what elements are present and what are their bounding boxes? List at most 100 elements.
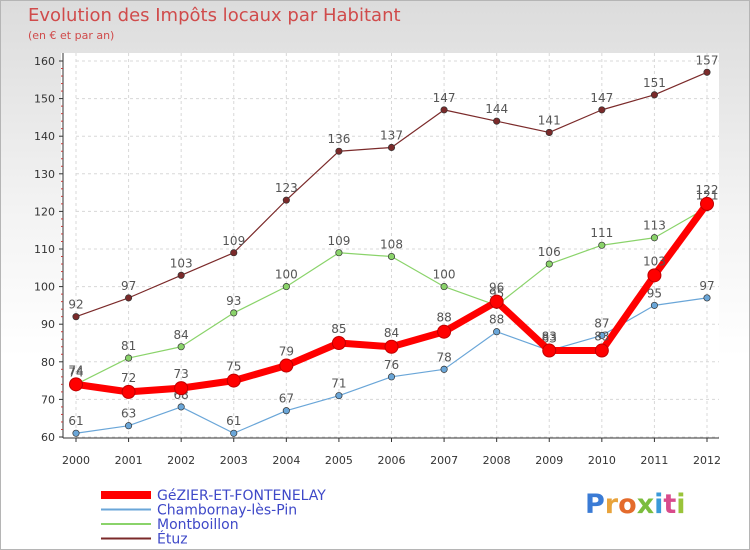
data-point (121, 384, 136, 399)
y-tick-label: 110 (34, 243, 55, 256)
legend-label: GéZIER-ET-FONTENELAY (157, 488, 326, 504)
chart-subtitle: (en € et par an) (28, 29, 115, 42)
data-point (598, 106, 606, 114)
data-point (282, 283, 290, 291)
y-tick-label: 80 (41, 356, 55, 369)
x-tick-label: 2008 (483, 454, 511, 467)
data-label: 61 (68, 414, 83, 428)
data-label: 109 (327, 234, 350, 248)
data-label: 75 (226, 360, 241, 374)
data-label: 95 (647, 286, 662, 300)
data-label: 84 (384, 326, 399, 340)
data-label: 121 (696, 189, 719, 203)
data-point (440, 365, 448, 373)
x-tick-label: 2005 (325, 454, 353, 467)
data-label: 74 (68, 363, 83, 377)
y-tick-label: 60 (41, 431, 55, 444)
data-label: 74 (68, 365, 83, 379)
data-point (545, 128, 553, 136)
data-point (177, 271, 185, 279)
data-point (226, 373, 241, 388)
y-tick-label: 140 (34, 130, 55, 143)
data-label: 147 (590, 91, 613, 105)
data-point (545, 260, 553, 268)
data-point (331, 336, 346, 350)
data-point (72, 313, 80, 321)
chart-title: Evolution des Impôts locaux par Habitant (28, 5, 401, 26)
data-point (125, 422, 133, 430)
data-label: 83 (594, 330, 609, 344)
data-label: 63 (121, 407, 136, 421)
data-point (542, 343, 557, 358)
data-point (279, 358, 294, 373)
data-label: 141 (538, 113, 561, 127)
data-label: 147 (433, 91, 456, 105)
x-tick-label: 2004 (272, 454, 300, 467)
data-point (598, 241, 606, 249)
series--tuz: 92 97 103 109 123 136 137 147 144 141 147 151 157 (68, 53, 719, 321)
data-label: 100 (433, 268, 456, 282)
data-point (69, 377, 83, 392)
data-label: 157 (696, 53, 719, 67)
data-point (230, 249, 238, 257)
data-point (703, 68, 711, 76)
data-label: 71 (331, 377, 346, 391)
data-label: 88 (489, 313, 504, 327)
data-point (598, 331, 606, 340)
data-point (335, 147, 343, 155)
legend-label: Étuz (157, 531, 188, 548)
data-label: 137 (380, 128, 403, 142)
data-point (387, 373, 396, 381)
data-label: 78 (436, 350, 451, 364)
data-label: 84 (174, 328, 189, 342)
data-label: 83 (542, 332, 557, 346)
data-point (282, 196, 290, 204)
data-label: 85 (331, 322, 346, 336)
data-label: 122 (696, 183, 719, 197)
data-label: 81 (121, 339, 136, 353)
data-point (700, 196, 714, 211)
data-point (125, 294, 133, 302)
x-tick-label: 2000 (62, 454, 90, 467)
data-label: 92 (68, 298, 83, 312)
data-point (335, 249, 343, 257)
data-point (650, 301, 658, 309)
x-tick-label: 2003 (220, 454, 248, 467)
data-label: 96 (489, 281, 504, 295)
data-label: 136 (327, 132, 350, 146)
x-tick-label: 2011 (640, 454, 668, 467)
x-tick-label: 2006 (378, 454, 406, 467)
plot-area (61, 53, 719, 437)
y-tick-label: 90 (41, 318, 55, 331)
data-point (230, 429, 238, 437)
y-tick-label: 120 (34, 205, 55, 218)
data-label: 103 (643, 254, 666, 268)
data-label: 113 (643, 219, 666, 233)
data-point (384, 339, 399, 354)
x-tick-label: 2009 (535, 454, 563, 467)
data-label: 103 (170, 256, 193, 270)
data-label: 144 (485, 102, 508, 116)
x-tick-label: 2010 (588, 454, 616, 467)
data-point (177, 343, 185, 351)
data-label: 67 (279, 392, 294, 406)
data-label: 111 (590, 226, 613, 240)
data-point (493, 117, 501, 125)
x-tick-label: 2012 (693, 454, 721, 467)
data-label: 72 (121, 371, 136, 385)
data-label: 88 (436, 311, 451, 325)
y-tick-label: 70 (41, 393, 55, 406)
data-point (650, 234, 658, 242)
data-label: 97 (699, 279, 714, 293)
y-tick-label: 150 (34, 93, 55, 106)
data-point (174, 381, 189, 396)
data-label: 109 (222, 234, 245, 248)
data-point (282, 407, 290, 415)
data-label: 73 (174, 367, 189, 381)
y-tick-label: 130 (34, 168, 55, 181)
y-tick-label: 160 (34, 55, 55, 68)
data-label: 76 (384, 358, 399, 372)
data-point (177, 403, 185, 411)
